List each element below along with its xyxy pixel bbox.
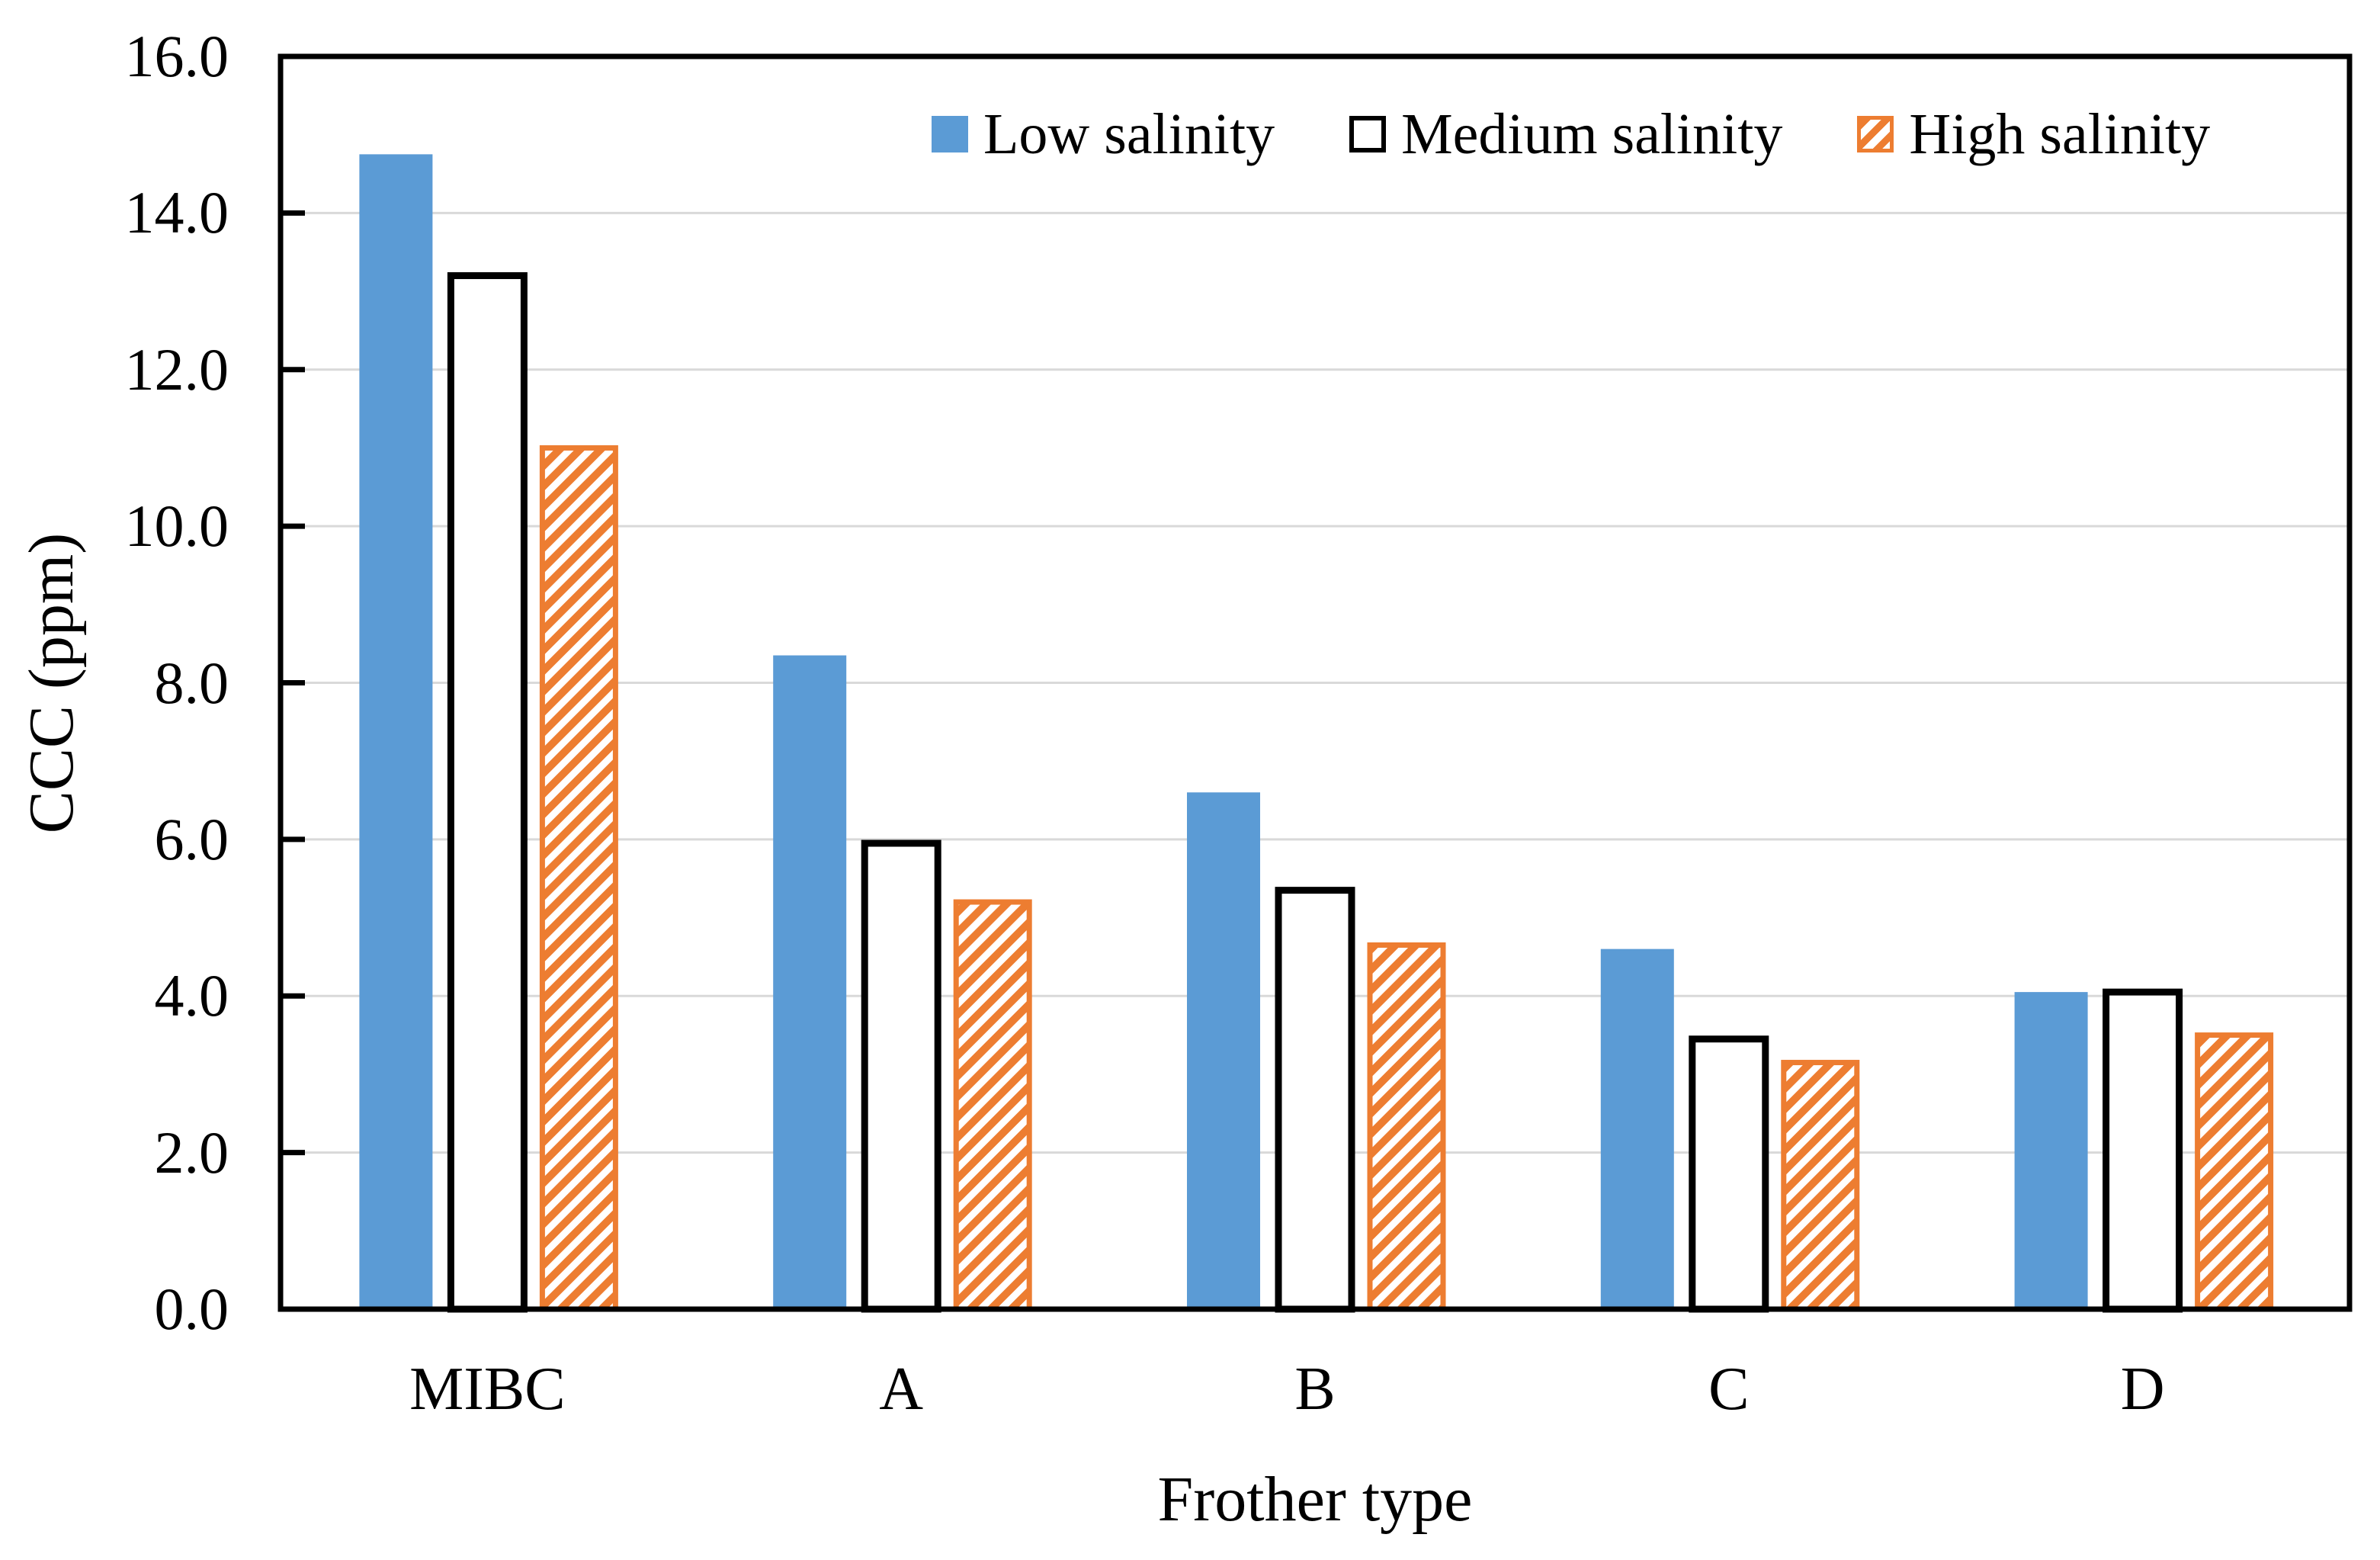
x-category-label-D: D <box>2120 1356 2165 1423</box>
bar-B-low-salinity <box>1187 792 1260 1309</box>
legend-label-high-salinity: High salinity <box>1909 102 2211 166</box>
y-tick-label-2.0: 2.0 <box>154 1119 229 1186</box>
bar-A-medium-salinity <box>861 839 941 1313</box>
bar-C-low-salinity <box>1600 949 1674 1309</box>
bar-A-high-salinity <box>953 899 1032 1312</box>
legend-swatch-high-salinity-icon <box>1857 116 1894 152</box>
legend-swatch-low-salinity-icon <box>932 116 968 152</box>
legend-item-medium-salinity: Medium salinity <box>1349 98 1782 171</box>
x-axis-title: Frother type <box>1157 1464 1473 1535</box>
bar-MIBC-medium-salinity <box>447 272 528 1313</box>
y-tick-label-8.0: 8.0 <box>154 649 229 716</box>
bar-D-low-salinity <box>2014 992 2088 1309</box>
legend-label-low-salinity: Low salinity <box>983 102 1275 166</box>
y-tick-label-16.0: 16.0 <box>124 23 229 89</box>
legend: Low salinity Medium salinity High salini… <box>932 98 2210 171</box>
legend-label-medium-salinity: Medium salinity <box>1401 102 1783 166</box>
bar-D-high-salinity <box>2195 1032 2274 1312</box>
y-tick-label-14.0: 14.0 <box>124 179 229 246</box>
x-category-label-A: A <box>879 1356 924 1423</box>
bar-A-low-salinity <box>773 655 847 1309</box>
bar-B-medium-salinity <box>1275 887 1355 1313</box>
legend-swatch-medium-salinity-icon <box>1349 116 1387 152</box>
y-tick-label-6.0: 6.0 <box>154 805 229 872</box>
bar-MIBC-low-salinity <box>359 154 433 1309</box>
bar-MIBC-high-salinity <box>539 445 618 1312</box>
y-axis-title: CCC (ppm) <box>16 532 87 834</box>
y-tick-label-12.0: 12.0 <box>124 335 229 403</box>
x-category-label-C: C <box>1708 1356 1750 1423</box>
y-tick-label-0.0: 0.0 <box>154 1276 229 1342</box>
bar-C-medium-salinity <box>1689 1035 1769 1313</box>
x-category-label-B: B <box>1294 1356 1336 1423</box>
bar-B-high-salinity <box>1367 942 1446 1312</box>
bar-C-high-salinity <box>1781 1060 1860 1312</box>
legend-item-low-salinity: Low salinity <box>932 98 1275 171</box>
legend-item-high-salinity: High salinity <box>1857 98 2210 171</box>
bar-D-medium-salinity <box>2103 988 2183 1313</box>
y-tick-label-10.0: 10.0 <box>124 493 229 560</box>
y-tick-label-4.0: 4.0 <box>154 962 229 1029</box>
x-category-label-MIBC: MIBC <box>409 1356 566 1423</box>
